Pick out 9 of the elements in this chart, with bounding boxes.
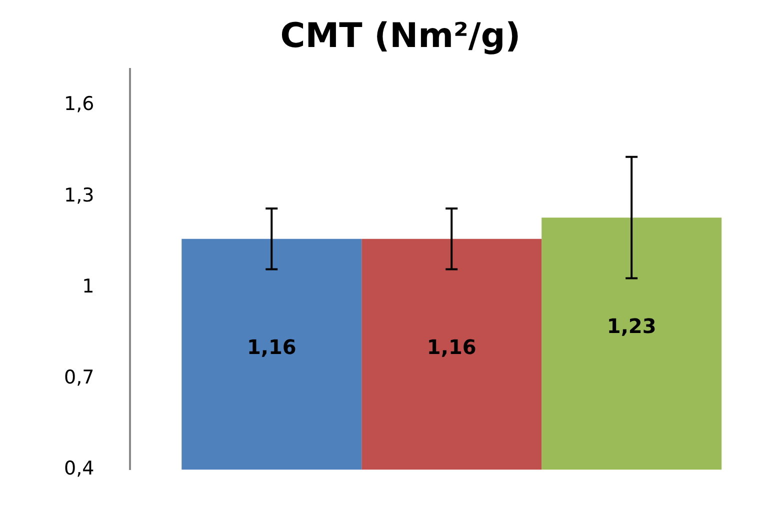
y-tick-label: 0,4: [64, 458, 94, 480]
chart-title: CMT (Nm²/g): [280, 16, 521, 56]
data-label: 1,23: [606, 314, 656, 338]
data-label: 1,16: [246, 335, 296, 360]
y-tick-label: 0,7: [64, 366, 94, 388]
y-tick-label: 1: [82, 275, 94, 298]
y-tick-label: 1,3: [64, 184, 94, 206]
data-label: 1,16: [426, 335, 476, 360]
y-tick-label: 1,6: [64, 93, 94, 116]
